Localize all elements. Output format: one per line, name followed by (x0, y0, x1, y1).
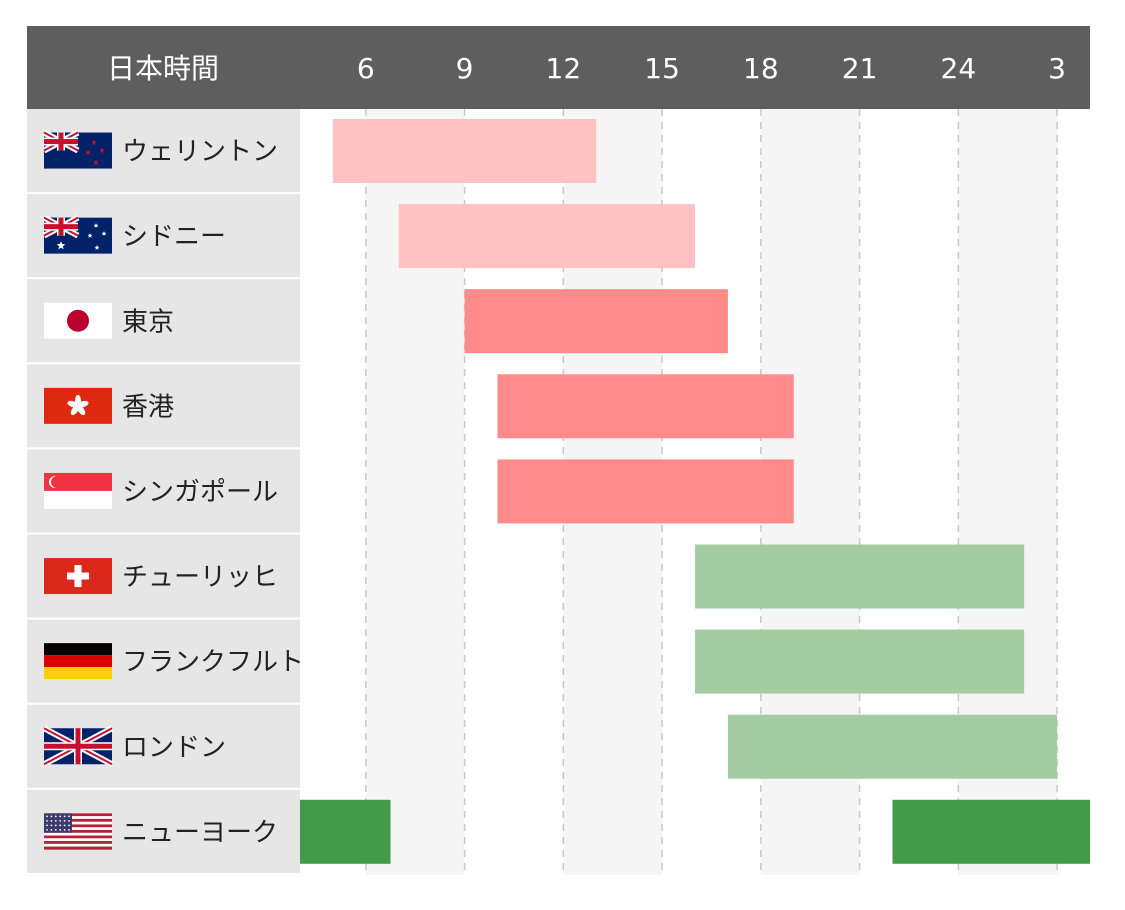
x-tick-label: 18 (743, 52, 779, 85)
x-tick-label: 9 (456, 52, 474, 85)
germany-flag (44, 643, 112, 680)
city-label: ニューヨーク (122, 818, 278, 848)
session-bar (332, 119, 597, 183)
session-bar (300, 799, 391, 864)
header-label: 日本時間 (107, 52, 219, 85)
city-label: ロンドン (122, 733, 226, 763)
session-bar (497, 459, 794, 524)
australia-flag (42, 214, 112, 254)
city-label: シドニー (122, 222, 226, 252)
switzerland-flag (44, 558, 112, 595)
session-bar (497, 374, 794, 439)
united-states-flag (44, 813, 112, 850)
city-label: フランクフルト (122, 648, 304, 678)
city-label: 東京 (122, 307, 174, 337)
session-bar (464, 289, 728, 354)
x-tick-label: 21 (842, 52, 878, 85)
x-tick-label: 6 (357, 52, 375, 85)
city-label: チューリッヒ (122, 563, 278, 593)
japan-flag (44, 302, 112, 339)
session-bar (695, 544, 1025, 609)
x-tick-label: 15 (644, 52, 680, 85)
chart-header-bar (27, 26, 1090, 109)
session-bar (892, 799, 1090, 864)
x-tick-label: 3 (1048, 52, 1066, 85)
x-tick-label: 24 (941, 52, 977, 85)
city-label: 香港 (122, 392, 174, 422)
hong-kong-flag (44, 387, 112, 424)
new-zealand-flag (42, 129, 112, 169)
city-label: シンガポール (122, 477, 278, 507)
city-label: ウェリントン (122, 137, 278, 167)
session-bar (398, 204, 695, 269)
session-bar (727, 714, 1058, 779)
x-tick-label: 12 (546, 52, 582, 85)
singapore-flag (44, 472, 112, 509)
united-kingdom-flag (42, 725, 114, 767)
session-bar (695, 629, 1025, 694)
